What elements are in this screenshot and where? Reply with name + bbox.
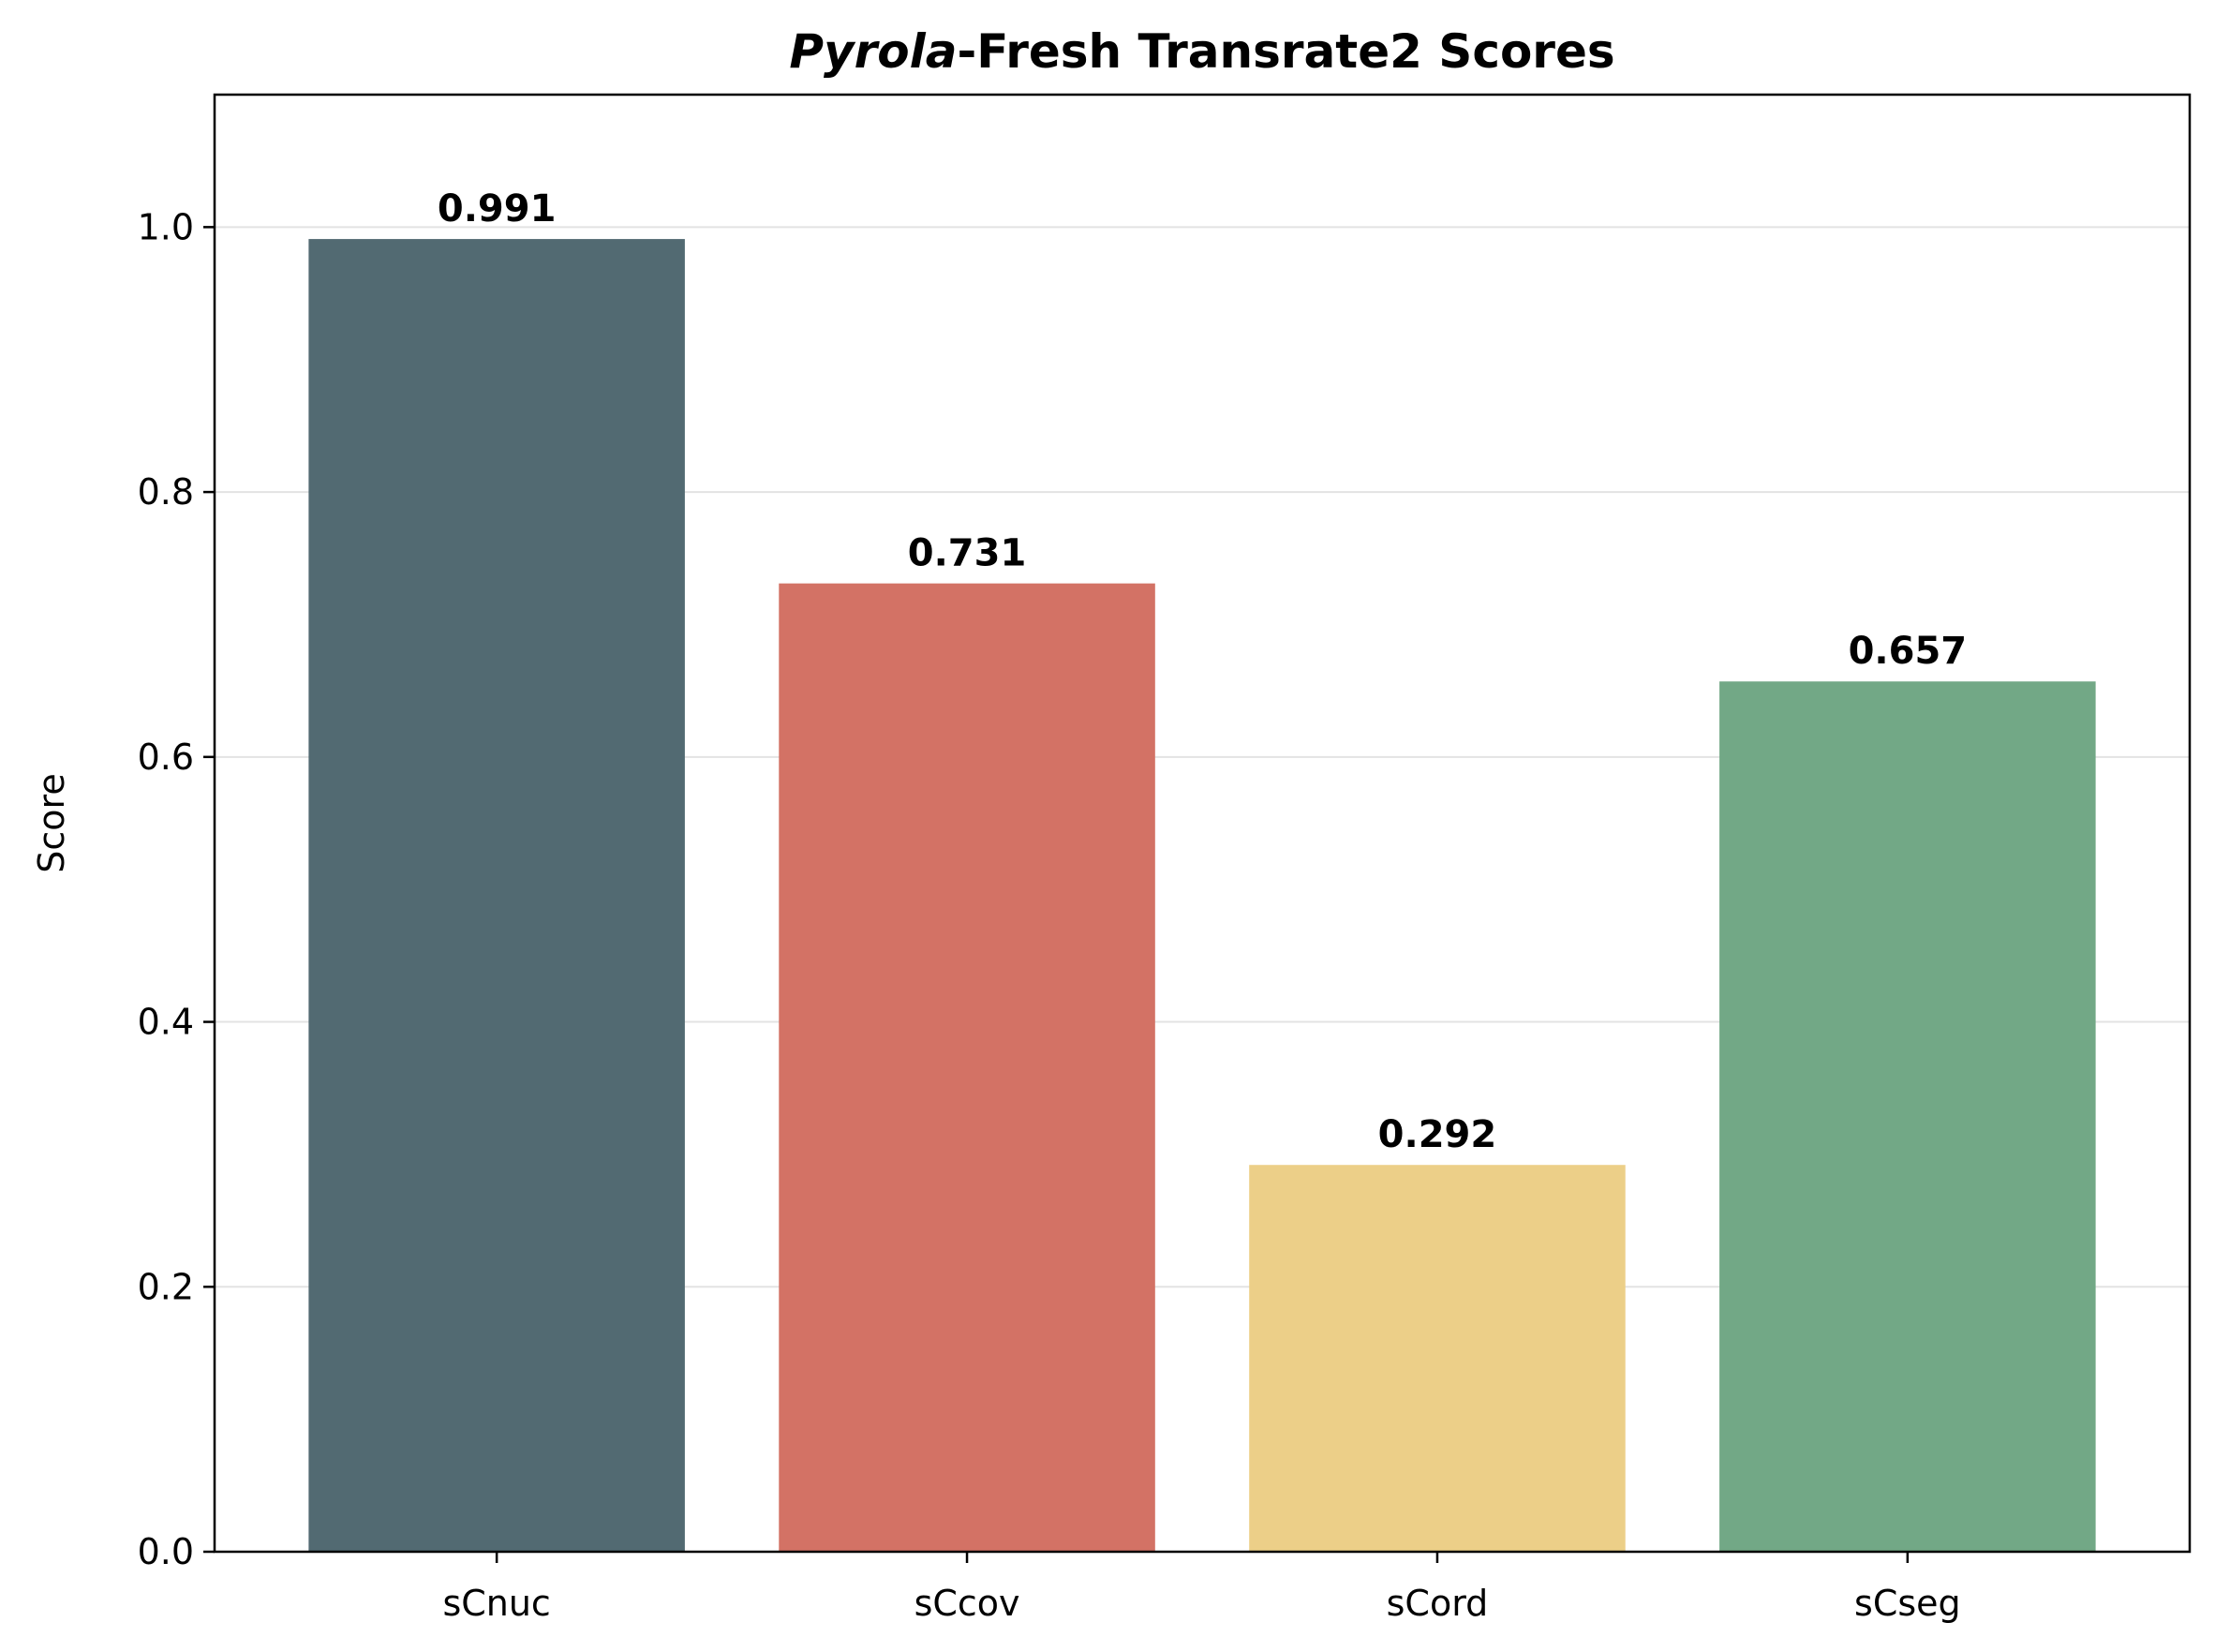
bars [308,239,2096,1552]
x-tick-label: sCcov [914,1583,1020,1624]
y-tick-label: 0.6 [138,737,194,778]
x-tick-label: sCord [1387,1583,1489,1624]
x-tick-label: sCseg [1854,1583,1961,1624]
value-label: 0.292 [1378,1113,1497,1156]
y-axis-label: Score [31,773,72,872]
bar-sCord [1249,1165,1626,1552]
x-tick-label: sCnuc [442,1583,550,1624]
bar-sCnuc [308,239,685,1552]
y-tick-label: 0.8 [138,471,194,513]
bar-sCseg [1719,681,2096,1552]
chart-title: Pyrola-Fresh Transrate2 Scores [789,24,1614,79]
y-tick-label: 0.0 [138,1531,194,1572]
chart-title-italic: Pyrola [789,24,957,79]
x-axis: sCnuc sCcov sCord sCseg [442,1552,1961,1624]
bar-sCcov [779,583,1155,1552]
value-label: 0.991 [438,187,557,231]
value-label: 0.731 [908,532,1027,575]
data-labels: 0.991 0.731 0.292 0.657 [438,187,1967,1156]
chart-title-rest: -Fresh Transrate2 Scores [957,24,1614,79]
y-axis: 0.0 0.2 0.4 0.6 0.8 1.0 [138,206,215,1572]
y-tick-label: 0.4 [138,1002,194,1043]
y-tick-label: 0.2 [138,1266,194,1307]
plot-frame [213,93,2192,1554]
y-tick-label: 1.0 [138,206,194,247]
value-label: 0.657 [1849,630,1968,673]
